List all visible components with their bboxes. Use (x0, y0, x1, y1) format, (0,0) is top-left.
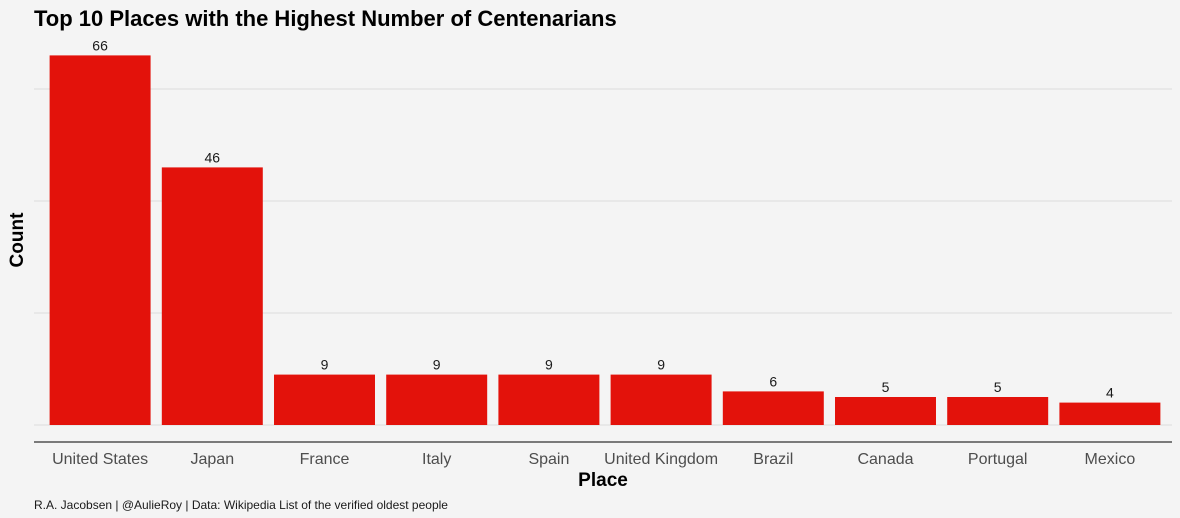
data-label-japan: 46 (205, 149, 221, 165)
bar-france (274, 374, 375, 425)
x-tick-label-united-kingdom: United Kingdom (604, 451, 718, 468)
data-label-italy: 9 (433, 357, 441, 373)
x-tick-label-brazil: Brazil (753, 451, 793, 468)
bar-italy (386, 374, 488, 425)
chart-title: Top 10 Places with the Highest Number of… (34, 6, 617, 31)
x-tick-label-italy: Italy (422, 451, 451, 468)
data-label-canada: 5 (882, 379, 890, 395)
chart-caption: R.A. Jacobsen | @AulieRoy | Data: Wikipe… (34, 498, 448, 512)
x-axis-title: Place (578, 470, 628, 491)
bars-group (49, 55, 1161, 426)
x-tick-label-portugal: Portugal (968, 451, 1028, 468)
bar-united-kingdom (610, 374, 712, 425)
data-labels-group: 66 46 9 9 9 9 6 5 5 4 (92, 37, 1114, 400)
bar-japan (161, 167, 263, 425)
data-label-spain: 9 (545, 357, 553, 373)
data-label-portugal: 5 (994, 379, 1002, 395)
data-label-mexico: 4 (1106, 385, 1114, 401)
bar-united-states (49, 55, 151, 426)
data-label-united-states: 66 (92, 37, 108, 53)
data-label-france: 9 (321, 357, 329, 373)
x-tick-label-japan: Japan (191, 451, 235, 468)
data-label-united-kingdom: 9 (657, 357, 665, 373)
x-tick-label-mexico: Mexico (1085, 451, 1136, 468)
x-tick-label-france: France (300, 451, 350, 468)
bar-brazil (722, 391, 824, 425)
x-tick-label-canada: Canada (857, 451, 913, 468)
bar-portugal (947, 397, 1049, 425)
bar-canada (835, 397, 936, 425)
x-tick-label-united-states: United States (52, 451, 148, 468)
x-tick-labels-group: United States Japan France Italy Spain United… (52, 451, 1135, 468)
data-label-brazil: 6 (769, 373, 777, 389)
bar-mexico (1059, 402, 1161, 425)
bar-spain (498, 374, 600, 425)
x-tick-label-spain: Spain (528, 451, 569, 468)
y-axis-title: Count (7, 212, 28, 268)
